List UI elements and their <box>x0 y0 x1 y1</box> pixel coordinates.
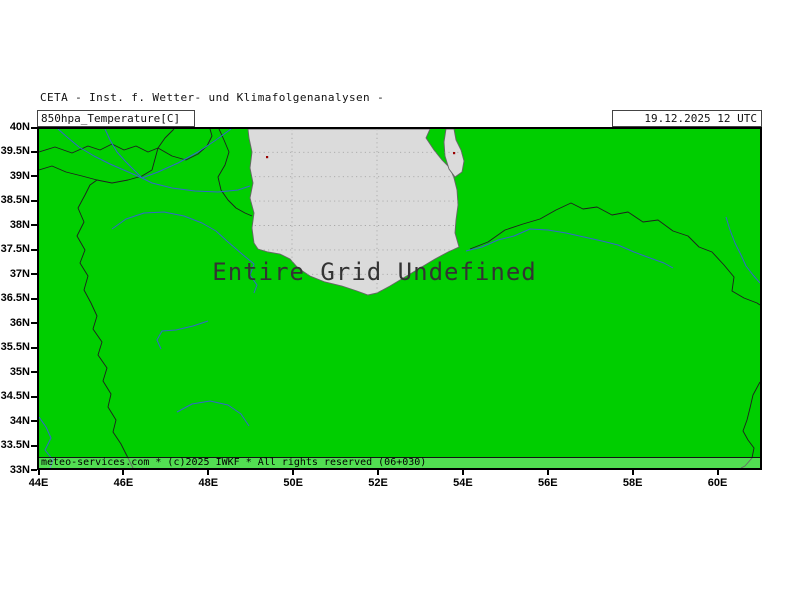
y-tick-mark <box>31 469 37 471</box>
x-tick-label: 50E <box>283 477 303 489</box>
y-tick-mark <box>31 248 37 251</box>
weather-map-canvas <box>39 129 760 468</box>
x-tick-mark <box>546 470 549 475</box>
x-tick-mark <box>37 470 40 475</box>
y-tick-label: 38N <box>9 218 30 231</box>
x-tick-mark <box>207 470 210 475</box>
parameter-label-box: 850hpa_Temperature[C] <box>37 110 195 127</box>
x-tick-mark <box>122 470 125 475</box>
x-tick-mark <box>631 470 634 475</box>
y-tick-label: 35.5N <box>0 341 30 354</box>
x-tick-mark <box>292 470 295 475</box>
x-tick-label: 54E <box>453 477 473 489</box>
y-tick-mark <box>31 175 37 178</box>
country-borders <box>39 129 760 468</box>
rivers <box>39 129 760 468</box>
x-tick-label: 48E <box>198 477 219 489</box>
y-tick-label: 38.5N <box>0 194 30 207</box>
y-tick-mark <box>31 273 37 276</box>
caspian-sea-shape <box>247 129 460 296</box>
y-tick-label: 34.5N <box>0 390 30 403</box>
y-tick-mark <box>31 371 37 374</box>
y-tick-label: 35N <box>9 365 30 378</box>
y-tick-mark <box>31 150 37 153</box>
x-tick-label: 60E <box>707 477 728 489</box>
y-tick-label: 36N <box>9 316 30 329</box>
y-tick-label: 37.5N <box>0 243 30 256</box>
y-tick-label: 39N <box>9 169 30 182</box>
x-tick-mark <box>377 470 379 475</box>
y-tick-mark <box>31 420 37 423</box>
x-tick-label: 52E <box>368 477 388 489</box>
y-tick-label: 33N <box>9 463 30 476</box>
y-tick-mark <box>31 444 37 447</box>
y-tick-label: 40N <box>9 121 30 133</box>
y-tick-mark <box>31 297 37 300</box>
y-tick-mark <box>31 322 37 325</box>
x-tick-mark <box>716 470 719 475</box>
y-tick-label: 36.5N <box>0 292 30 305</box>
y-tick-mark <box>31 395 37 398</box>
x-tick-label: 44E <box>28 477 49 489</box>
copyright-text: meteo-services.com * (c)2025 IWKF * All … <box>41 457 427 468</box>
y-tick-label: 34N <box>9 414 30 427</box>
copyright-bar: meteo-services.com * (c)2025 IWKF * All … <box>39 457 760 468</box>
x-tick-label: 58E <box>622 477 643 489</box>
y-tick-mark <box>31 224 37 227</box>
grid-undefined-message: Entire Grid Undefined <box>212 258 537 286</box>
y-tick-mark <box>31 346 37 349</box>
y-tick-mark <box>31 199 37 202</box>
y-tick-label: 39.5N <box>0 145 30 158</box>
y-tick-label: 37N <box>9 267 30 280</box>
x-tick-label: 46E <box>113 477 134 489</box>
x-tick-label: 56E <box>537 477 558 489</box>
x-tick-mark <box>461 470 464 475</box>
datetime-label-box: 19.12.2025 12 UTC <box>612 110 762 127</box>
city-dots <box>266 152 456 159</box>
y-tick-mark <box>31 126 37 129</box>
y-tick-label: 33.5N <box>0 439 30 452</box>
map-title: CETA - Inst. f. Wetter- und Klimafolgena… <box>40 91 385 104</box>
